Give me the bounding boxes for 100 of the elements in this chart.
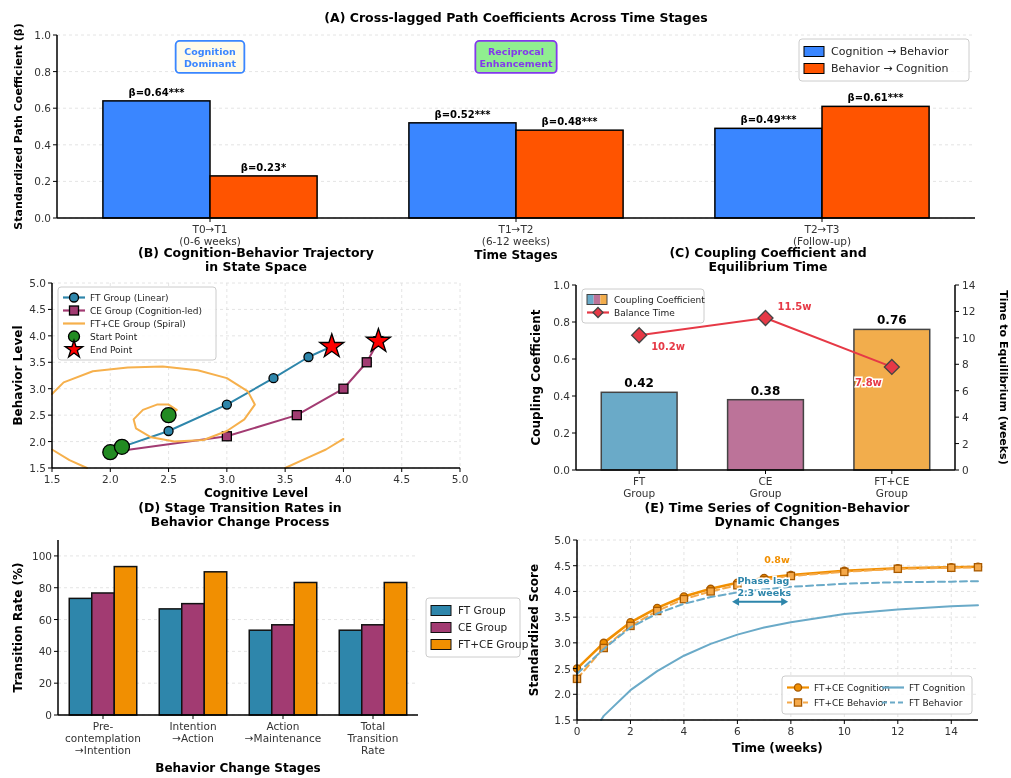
y-tick-label: 3.0 xyxy=(29,382,46,395)
x-axis-title: Cognitive Level xyxy=(203,486,309,500)
x-tick-label: FT Group xyxy=(623,475,656,499)
y-tick-label: 2.5 xyxy=(29,409,46,422)
x-tick-label: 10 xyxy=(837,725,852,737)
y-tick-label: 0.0 xyxy=(34,212,51,224)
x-tick-label: Total Transition Rate xyxy=(346,720,399,756)
y-tick-label: 5.0 xyxy=(554,534,571,546)
y2-tick-label: 0 xyxy=(962,464,969,476)
y-tick-label: 0.0 xyxy=(553,464,570,476)
y-tick-label: 20 xyxy=(38,677,52,690)
y-tick-label: 5.0 xyxy=(29,277,46,289)
y-tick-label: 2.0 xyxy=(554,688,571,701)
y-tick-label: 4.0 xyxy=(554,585,571,598)
legend-label: FT Group xyxy=(458,604,506,616)
x-axis-title: Time (weeks) xyxy=(732,741,823,755)
annotation: Cognition Dominant xyxy=(183,45,237,69)
legend-label: FT Behavior xyxy=(909,698,963,708)
y-axis-title: Standardized Path Coefficient (β) xyxy=(12,23,25,230)
x-tick-label: T2→T3 (Follow-up) xyxy=(792,223,852,247)
y-tick-label: 3.0 xyxy=(554,636,571,649)
y-tick-label: 0.2 xyxy=(553,427,570,439)
legend-label: Balance Time xyxy=(614,308,676,318)
data-label: 0.38 xyxy=(750,383,781,398)
x-tick-label: 0 xyxy=(573,725,581,737)
x-tick-label: T1→T2 (6-12 weeks) xyxy=(481,223,551,247)
y2-axis-title: Time to Equilibrium (weeks) xyxy=(997,290,1010,465)
legend-label: FT Cognition xyxy=(909,683,966,693)
y2-tick-label: 12 xyxy=(962,305,976,318)
x-tick-label: Intention →Action xyxy=(169,720,217,744)
legend-label: Start Point xyxy=(90,332,138,342)
legend-label: FT Group (Linear) xyxy=(90,293,169,303)
y-tick-label: 1.0 xyxy=(553,279,570,291)
y-axis-title: Standardized Score xyxy=(527,563,541,697)
chart-title: (B) Cognition-Behavior Trajectory in State Space xyxy=(138,245,374,274)
legend-label: CE Group (Cognition-led) xyxy=(90,306,203,316)
chart-title: (A) Cross-lagged Path Coefficients Across Time Stages xyxy=(324,10,708,25)
y-tick-label: 3.5 xyxy=(554,611,571,624)
y-tick-label: 0 xyxy=(45,709,52,721)
x-tick-label: 12 xyxy=(891,725,905,737)
y-tick-label: 3.5 xyxy=(29,356,46,369)
x-tick-label: CE Group xyxy=(749,475,782,499)
x-tick-label: 2.5 xyxy=(160,473,177,485)
y-tick-label: 0.6 xyxy=(34,102,52,115)
chart-title: (D) Stage Transition Rates in Behavior Change Process xyxy=(138,500,342,529)
y-tick-label: 1.0 xyxy=(34,29,51,41)
y-axis-title: Coupling Coefficient xyxy=(529,309,543,446)
x-tick-label: FT+CE Group xyxy=(874,475,910,499)
x-tick-label: 5.0 xyxy=(451,473,469,485)
legend-label: Coupling Coefficient xyxy=(614,295,706,305)
x-axis-title: Time Stages xyxy=(474,248,558,262)
data-label: β=0.23* xyxy=(240,161,288,173)
y-tick-label: 0.4 xyxy=(34,138,52,151)
data-label: β=0.48*** xyxy=(541,116,599,128)
y-tick-label: 4.0 xyxy=(29,329,46,342)
data-label: β=0.49*** xyxy=(740,114,798,126)
x-tick-label: 14 xyxy=(944,725,959,737)
y2-tick-label: 4 xyxy=(962,411,969,424)
y-axis-title: Transition Rate (%) xyxy=(11,562,25,693)
y-tick-label: 0.8 xyxy=(553,316,570,328)
data-label: β=0.52*** xyxy=(434,108,492,120)
legend-label: End Point xyxy=(90,345,133,355)
data-label: 0.42 xyxy=(624,376,654,391)
y-tick-label: 60 xyxy=(38,613,52,626)
y-tick-label: 4.5 xyxy=(29,303,46,316)
legend-label: Behavior → Cognition xyxy=(831,62,949,75)
y2-tick-label: 14 xyxy=(962,279,976,291)
y-tick-label: 4.5 xyxy=(554,559,571,572)
y-tick-label: 0.6 xyxy=(553,353,571,365)
data-label: 10.2w xyxy=(651,341,686,353)
y-tick-label: 100 xyxy=(31,549,52,562)
y-tick-label: 40 xyxy=(38,645,52,658)
legend-label: FT+CE Group xyxy=(458,638,529,650)
x-axis-title: Behavior Change Stages xyxy=(155,761,321,775)
annotation: 0.8w xyxy=(764,554,790,566)
x-tick-label: 3.0 xyxy=(218,473,236,485)
y2-tick-label: 8 xyxy=(962,358,969,371)
data-label: β=0.64*** xyxy=(128,86,186,98)
y-tick-label: 1.5 xyxy=(29,462,46,474)
y-tick-label: 0.8 xyxy=(34,65,51,78)
y-tick-label: 2.5 xyxy=(554,662,571,675)
y2-tick-label: 10 xyxy=(962,331,976,344)
data-label: 11.5w xyxy=(777,301,812,313)
x-tick-label: 4.0 xyxy=(335,473,352,485)
y-tick-label: 0.4 xyxy=(553,390,571,402)
x-tick-label: 2 xyxy=(627,725,634,737)
x-tick-label: Action →Maintenance xyxy=(244,720,322,744)
data-label: β=0.61*** xyxy=(847,92,905,104)
x-tick-label: 4 xyxy=(680,725,688,737)
y2-tick-label: 6 xyxy=(962,384,969,397)
legend-label: FT+CE Cognition xyxy=(814,683,890,693)
chart-title: (E) Time Series of Cognition-Behavior Dynamic Changes xyxy=(644,500,911,529)
data-label: 0.76 xyxy=(877,313,907,328)
y-tick-label: 2.0 xyxy=(29,435,46,448)
x-tick-label: 6 xyxy=(734,725,742,737)
y-tick-label: 80 xyxy=(38,581,52,594)
x-tick-label: 2.0 xyxy=(101,473,119,485)
legend-label: CE Group xyxy=(458,621,508,633)
x-tick-label: T0→T1 (0-6 weeks) xyxy=(179,223,241,247)
y-tick-label: 0.2 xyxy=(34,175,51,188)
